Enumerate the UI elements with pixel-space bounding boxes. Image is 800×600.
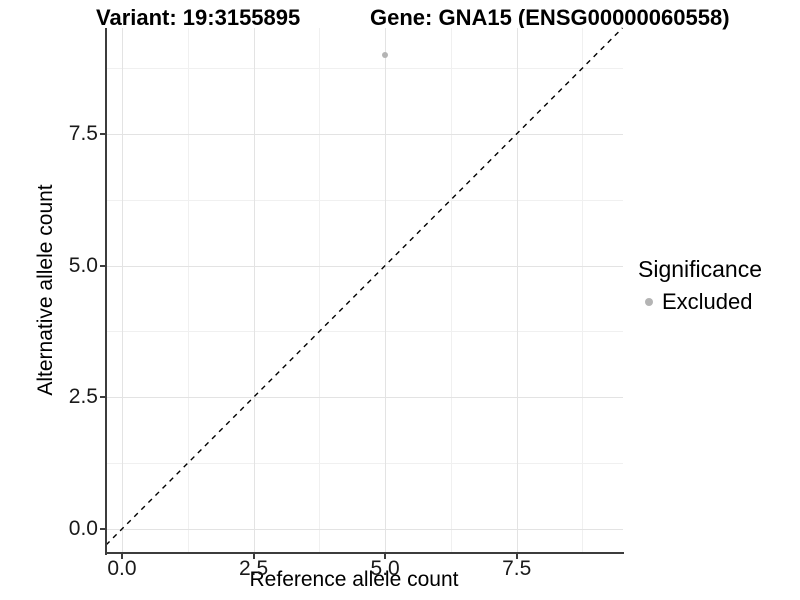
data-point-excluded — [382, 51, 389, 58]
x-minor-gridline — [582, 28, 584, 553]
x-tick-mark — [515, 554, 518, 559]
plot-title-gene: Gene: GNA15 (ENSG00000060558) — [370, 5, 730, 30]
y-minor-gridline — [106, 199, 623, 201]
x-tick-mark — [252, 554, 255, 559]
x-tick-label: 5.0 — [370, 557, 400, 580]
y-tick-label: 0.0 — [68, 516, 98, 540]
y-minor-gridline — [106, 331, 623, 333]
y-tick-label: 7.5 — [68, 121, 98, 145]
y-major-gridline — [106, 397, 623, 399]
x-minor-gridline — [319, 28, 321, 553]
y-axis-title: Alternative allele count — [34, 184, 57, 396]
y-tick-mark — [100, 264, 105, 267]
x-tick-label: 0.0 — [107, 557, 137, 580]
plot-panel — [105, 27, 623, 553]
x-tick-mark — [120, 554, 123, 559]
x-axis-title: Reference allele count — [249, 568, 459, 591]
x-major-gridline — [516, 28, 518, 553]
excluded-point-icon — [645, 298, 653, 306]
x-major-gridline — [121, 28, 123, 553]
x-minor-gridline — [450, 28, 452, 553]
y-tick-label: 2.5 — [68, 385, 98, 409]
x-tick-label: 2.5 — [238, 557, 269, 580]
x-tick-label: 7.5 — [502, 557, 532, 580]
plot-title-variant: Variant: 19:3155895 — [96, 5, 301, 30]
x-major-gridline — [253, 28, 255, 553]
y-major-gridline — [106, 528, 623, 530]
legend: Significance Excluded — [638, 256, 762, 315]
legend-title: Significance — [638, 256, 763, 282]
y-major-gridline — [106, 133, 623, 135]
y-axis-line — [105, 28, 107, 555]
x-axis-line — [105, 552, 624, 554]
identity-dashed-line — [105, 27, 623, 546]
legend-item-label: Excluded — [662, 289, 753, 314]
y-tick-mark — [100, 527, 105, 530]
y-minor-gridline — [106, 68, 623, 70]
x-minor-gridline — [187, 28, 189, 553]
x-tick-mark — [384, 554, 387, 559]
y-tick-label: 5.0 — [68, 253, 98, 277]
legend-key — [638, 290, 660, 314]
y-minor-gridline — [106, 463, 623, 465]
legend-item-excluded: Excluded — [638, 289, 762, 315]
y-tick-mark — [100, 396, 105, 399]
x-major-gridline — [385, 28, 387, 553]
y-major-gridline — [106, 265, 623, 267]
y-tick-mark — [100, 132, 105, 135]
